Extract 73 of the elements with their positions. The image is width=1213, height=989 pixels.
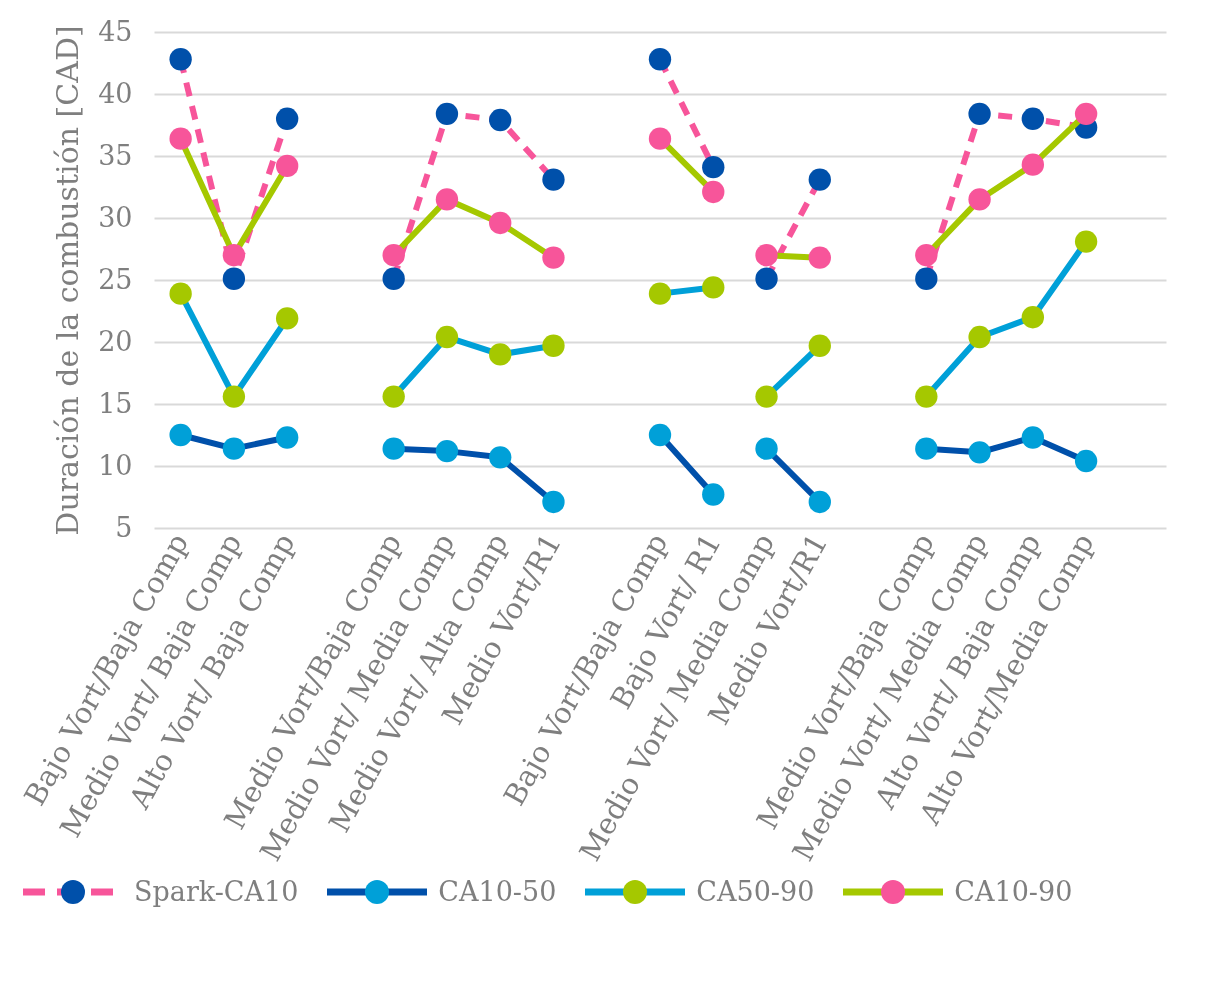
point	[915, 437, 938, 460]
point	[915, 244, 938, 267]
point	[648, 423, 672, 447]
point	[382, 437, 405, 460]
point	[702, 483, 725, 506]
point	[702, 180, 725, 204]
point	[275, 154, 299, 178]
point	[755, 244, 778, 267]
point	[808, 246, 831, 269]
point	[169, 127, 192, 150]
point	[489, 446, 512, 469]
point	[1021, 107, 1045, 130]
y-tick-label: 5	[115, 511, 133, 543]
point	[275, 307, 299, 330]
y-tick-label: 25	[98, 263, 133, 295]
legend-label: CA50-90	[696, 876, 815, 907]
point	[648, 48, 672, 71]
point	[435, 102, 459, 125]
y-tick-label: 45	[98, 15, 133, 47]
point	[968, 102, 991, 125]
y-tick-label: 40	[98, 77, 133, 109]
point	[435, 439, 459, 463]
point	[489, 108, 512, 132]
point	[489, 211, 512, 235]
point	[382, 267, 405, 290]
point	[542, 334, 565, 357]
point	[169, 48, 192, 71]
point	[915, 385, 938, 408]
point	[648, 282, 672, 305]
point	[222, 244, 246, 267]
y-tick-label: 10	[98, 449, 133, 481]
point	[968, 441, 991, 464]
point	[1074, 102, 1098, 125]
point	[1021, 153, 1045, 176]
point	[222, 267, 246, 290]
y-tick-label: 30	[98, 201, 133, 233]
point	[275, 107, 299, 130]
point	[222, 385, 246, 408]
point	[702, 276, 725, 299]
point	[1074, 449, 1098, 473]
legend-label: Spark-CA10	[134, 876, 299, 907]
point	[755, 437, 778, 460]
y-axis-title: Duración de la combustión [CAD]	[50, 25, 86, 536]
point	[648, 127, 672, 150]
point	[169, 423, 192, 447]
y-tick-label: 20	[98, 325, 133, 357]
point	[755, 385, 778, 408]
point	[808, 334, 831, 357]
point	[1074, 230, 1098, 253]
y-tick-label: 35	[98, 139, 133, 171]
point	[382, 244, 405, 267]
point	[915, 267, 938, 290]
point	[435, 325, 459, 349]
point	[808, 168, 831, 191]
legend-label: CA10-90	[954, 876, 1073, 907]
point	[755, 267, 778, 290]
point	[382, 385, 405, 408]
point	[1021, 306, 1045, 329]
point	[275, 426, 299, 449]
point	[808, 490, 831, 514]
point	[1021, 426, 1045, 449]
point	[542, 168, 565, 191]
point	[542, 246, 565, 269]
point	[968, 188, 991, 211]
point	[435, 188, 459, 211]
point	[222, 437, 246, 460]
point	[489, 343, 512, 366]
y-tick-label: 15	[98, 387, 133, 419]
point	[968, 325, 991, 349]
point	[702, 156, 725, 179]
legend-label: CA10-50	[438, 876, 557, 907]
point	[542, 490, 565, 514]
point	[169, 282, 192, 305]
